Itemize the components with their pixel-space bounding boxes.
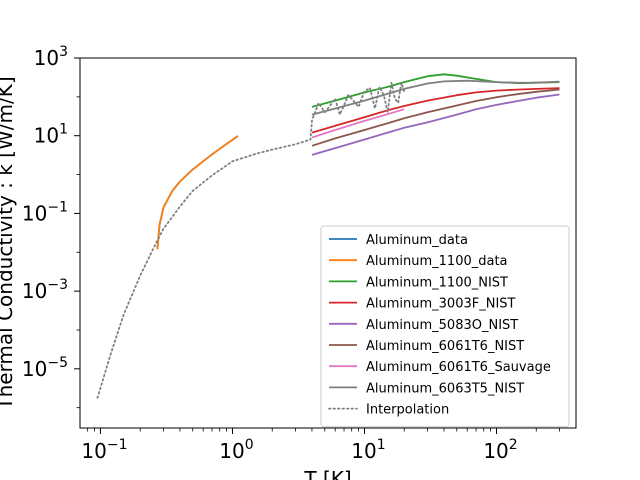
x-tick-label: 100 xyxy=(219,437,253,463)
plot-frame xyxy=(79,57,577,429)
legend-label: Aluminum_1100_NIST xyxy=(366,275,508,290)
series-layer xyxy=(96,73,560,399)
y-tick-label: 103 xyxy=(34,44,68,70)
x-axis-title: T [K] xyxy=(303,467,351,480)
legend-label: Interpolation xyxy=(366,403,449,418)
series-line-aluminum-1100-nist xyxy=(311,73,560,108)
series-line-aluminum-6061t6-sauvage xyxy=(311,108,405,139)
y-tick-label: 101 xyxy=(34,122,68,148)
series-line-aluminum-3003f-nist xyxy=(311,87,560,134)
series-line-aluminum-data xyxy=(156,135,239,250)
series-line-aluminum-6063t5-nist xyxy=(311,79,560,116)
x-tick-label: 10−1 xyxy=(81,437,127,463)
series-line-aluminum-6061t6-nist xyxy=(311,88,560,147)
legend-label: Aluminum_5083O_NIST xyxy=(366,318,518,333)
x-tick-label: 102 xyxy=(483,437,517,463)
legend-label: Aluminum_1100_data xyxy=(366,254,508,269)
series-line-aluminum-5083o-nist xyxy=(311,93,560,156)
y-tick-label: 10−3 xyxy=(22,277,68,303)
legend-label: Aluminum_6061T6_NIST xyxy=(366,339,524,354)
legend-label: Aluminum_3003F_NIST xyxy=(366,297,516,312)
legend-label: Aluminum_6061T6_Sauvage xyxy=(366,360,551,375)
legend-label: Aluminum_data xyxy=(366,233,468,248)
series-line-aluminum-1100-data xyxy=(156,135,239,250)
legend-label: Aluminum_6063T5_NIST xyxy=(366,381,524,396)
y-tick-label: 10−5 xyxy=(22,355,68,381)
legend-box xyxy=(320,225,570,428)
y-axis-title: Thermal Conductivity : k [W/m/K] xyxy=(0,76,17,410)
tick-layer: 10−1 100 101 102 10−5 10−3 10−1 101 103 xyxy=(22,44,560,463)
x-tick-label: 101 xyxy=(351,437,385,463)
series-line-interpolation xyxy=(96,81,406,399)
y-tick-label: 10−1 xyxy=(22,199,68,225)
legend: Aluminum_data Aluminum_1100_data Aluminum_… xyxy=(320,225,570,428)
